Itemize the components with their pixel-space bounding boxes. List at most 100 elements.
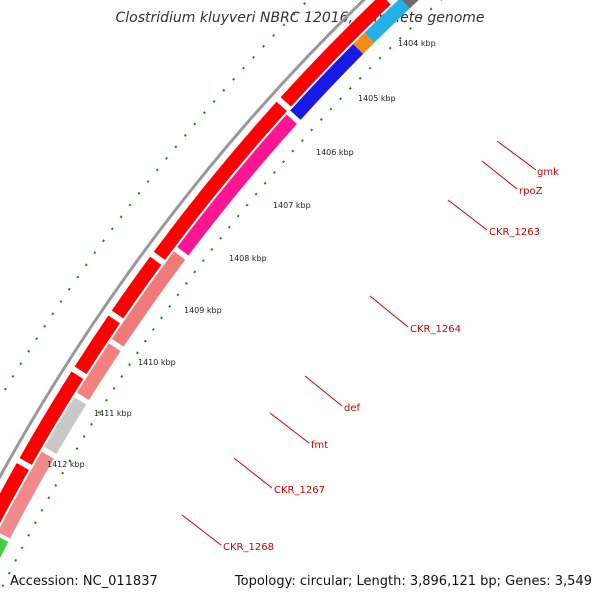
- outer-tick-20: [59, 300, 63, 304]
- inner-tick-track: [1, 0, 443, 588]
- outer-tick-33: [174, 145, 178, 149]
- inner-tick-4: [20, 546, 24, 550]
- inner-tick-49: [398, 36, 402, 40]
- outer-tick-23: [84, 263, 88, 267]
- gene-rpoZ: [353, 32, 375, 54]
- inner-tick-8: [47, 496, 51, 500]
- inner-tick-45: [358, 76, 362, 80]
- outer-tick-25: [102, 239, 105, 243]
- tick-label-1409: 1409 kbp: [184, 306, 222, 315]
- inner-tick-29: [210, 247, 214, 251]
- forward-cds-1: [19, 371, 84, 465]
- outer-tick-39: [232, 77, 236, 81]
- gene-unlabeled: [401, 0, 419, 9]
- inner-tick-15: [97, 410, 101, 414]
- forward-cds-2: [74, 315, 120, 375]
- inner-tick-31: [227, 225, 231, 229]
- inner-tick-36: [272, 170, 276, 174]
- outer-tick-29: [137, 191, 141, 195]
- outer-tick-24: [93, 251, 97, 255]
- gene-label-gmk: gmk: [537, 167, 559, 178]
- outer-tick-38: [222, 88, 226, 92]
- reverse-gene-track: [0, 0, 419, 559]
- outer-tick-27: [119, 215, 123, 219]
- inner-tick-16: [105, 398, 108, 402]
- inner-tick-1: [1, 584, 5, 588]
- outer-tick-46: [303, 2, 307, 6]
- inner-tick-37: [282, 160, 286, 164]
- leader-CKR_1268: [181, 514, 222, 546]
- inner-tick-17: [112, 386, 116, 390]
- gene-labels: gmk rpoZ CKR_1263 CKR_1264 def fmt CKR_1…: [181, 140, 559, 553]
- leader-CKR_1263: [447, 199, 488, 231]
- outer-tick-40: [242, 66, 246, 70]
- inner-tick-6: [33, 521, 37, 525]
- outer-tick-45: [292, 12, 296, 16]
- rna-gene: [0, 537, 9, 559]
- gene-CKR_1264: [177, 114, 298, 256]
- gene-CKR_1263: [290, 44, 364, 120]
- tick-label-1404: 1404 kbp: [398, 39, 436, 48]
- tick-label-1405: 1405 kbp: [358, 94, 396, 103]
- outer-tick-16: [27, 349, 31, 353]
- outer-tick-17: [35, 337, 39, 341]
- inner-tick-50: [409, 26, 412, 30]
- inner-tick-24: [168, 304, 172, 308]
- outer-tick-35: [193, 122, 197, 126]
- gene-fmt: [77, 343, 121, 401]
- leader-CKR_1264: [369, 295, 409, 328]
- inner-tick-43: [339, 97, 343, 101]
- inner-tick-44: [348, 86, 352, 90]
- outer-tick-34: [183, 133, 187, 137]
- gene-label-CKR_1263: CKR_1263: [489, 227, 540, 238]
- inner-tick-41: [319, 117, 323, 121]
- inner-tick-13: [82, 435, 86, 438]
- outer-tick-43: [272, 34, 276, 38]
- inner-tick-39: [300, 138, 304, 142]
- accession-text: Accession: NC_011837: [10, 574, 158, 589]
- outer-tick-28: [128, 203, 132, 207]
- outer-tick-37: [212, 99, 216, 103]
- inner-tick-22: [151, 327, 155, 331]
- forward-cds-track: [0, 0, 396, 524]
- gene-label-CKR_1267: CKR_1267: [274, 485, 325, 496]
- inner-tick-47: [378, 56, 382, 60]
- inner-tick-18: [120, 375, 124, 378]
- tick-label-1408: 1408 kbp: [229, 254, 267, 263]
- tick-label-1410: 1410 kbp: [138, 358, 176, 367]
- gene-label-CKR_1268: CKR_1268: [223, 542, 274, 553]
- inner-tick-26: [184, 281, 188, 285]
- outer-tick-42: [262, 44, 266, 48]
- outer-tick-13: [3, 387, 7, 391]
- outer-tick-36: [202, 111, 206, 115]
- inner-tick-9: [54, 484, 58, 487]
- inner-tick-23: [160, 316, 163, 320]
- inner-tick-25: [176, 293, 180, 297]
- tick-label-1406: 1406 kbp: [316, 148, 354, 157]
- gene-label-def: def: [344, 403, 361, 414]
- outer-tick-18: [43, 324, 47, 328]
- inner-tick-5: [27, 533, 31, 537]
- inner-tick-19: [128, 363, 131, 367]
- inner-tick-40: [310, 128, 314, 132]
- inner-tick-21: [143, 339, 147, 343]
- leader-CKR_1267: [233, 457, 273, 489]
- inner-tick-38: [291, 149, 295, 153]
- tick-labels: 1404 kbp 1405 kbp 1406 kbp 1407 kbp 1408…: [47, 39, 436, 469]
- gene-CKR_1268: [0, 451, 54, 539]
- gene-label-rpoZ: rpoZ: [519, 186, 543, 197]
- outer-tick-30: [146, 180, 150, 184]
- inner-tick-14: [90, 422, 93, 426]
- leader-fmt: [269, 412, 310, 444]
- inner-tick-28: [201, 259, 205, 263]
- inner-tick-52: [429, 7, 433, 11]
- forward-cds-5: [280, 0, 391, 107]
- gene-CKR_1267: [44, 397, 87, 455]
- inner-tick-10: [61, 471, 65, 475]
- inner-tick-32: [236, 214, 240, 218]
- outer-tick-44: [282, 23, 286, 27]
- outer-tick-15: [19, 362, 23, 366]
- gene-def: [111, 251, 186, 347]
- topology-text: Topology: circular; Length: 3,896,121 bp…: [234, 574, 592, 589]
